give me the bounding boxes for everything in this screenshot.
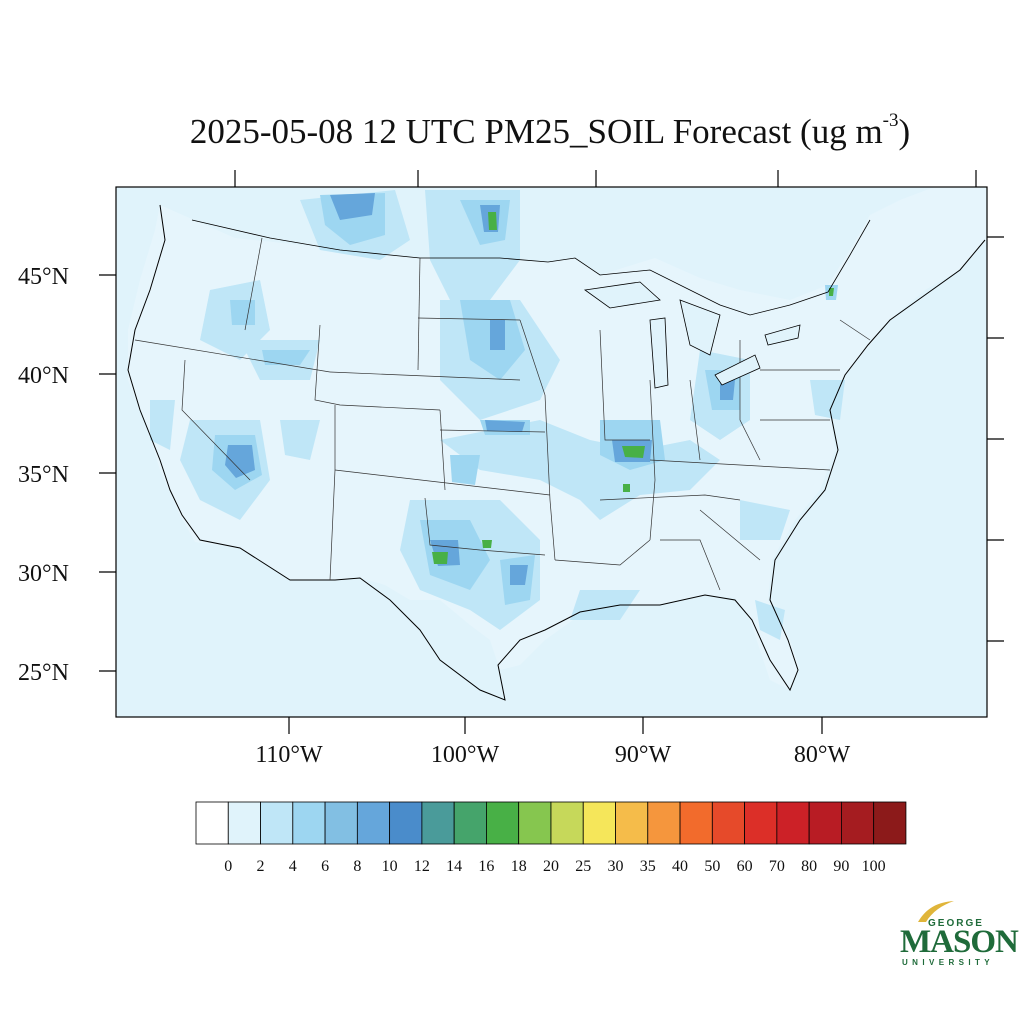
colorbar-swatch xyxy=(227,801,261,845)
colorbar-swatch xyxy=(389,801,423,845)
colorbar-labels: 0 2 4 6 8 10 12 14 16 18 20 25 30 35 40 50 60 70 80 90 100 xyxy=(224,858,885,875)
colorbar-label: 20 xyxy=(543,858,559,875)
colorbar-swatch xyxy=(582,801,616,845)
colorbar-label: 80 xyxy=(801,858,817,875)
colorbar-swatch xyxy=(356,801,391,845)
logo-swoosh-icon xyxy=(918,901,954,922)
colorbar-swatch xyxy=(550,801,584,845)
colorbar-swatch xyxy=(292,801,326,845)
logo-line-university: UNIVERSITY xyxy=(902,958,995,967)
lat-label-35: 35°N xyxy=(18,462,69,488)
colorbar-label: 8 xyxy=(353,858,361,875)
colorbar-swatch xyxy=(679,801,713,845)
level-16-20-patches xyxy=(432,212,834,564)
colorbar-swatch xyxy=(486,801,520,845)
title-exponent: -3 xyxy=(882,110,899,132)
colorbar-swatch xyxy=(873,801,907,845)
colorbar-swatch xyxy=(615,801,649,845)
colorbar-swatch xyxy=(195,801,229,845)
colorbar-label: 100 xyxy=(862,858,886,875)
great-lakes xyxy=(583,281,801,389)
colorbar-label: 6 xyxy=(321,858,329,875)
lat-label-40: 40°N xyxy=(18,363,69,389)
colorbar-label: 10 xyxy=(382,858,398,875)
lon-label-100w: 100°W xyxy=(431,742,500,768)
colorbar-label: 70 xyxy=(769,858,785,875)
colorbar-label: 2 xyxy=(257,858,265,875)
lon-label-110w: 110°W xyxy=(255,742,323,768)
chart-title: 2025-05-08 12 UTC PM25_SOIL Forecast (ug… xyxy=(120,110,980,152)
colorbar-label: 30 xyxy=(608,858,624,875)
colorbar-swatch xyxy=(776,801,810,845)
colorbar xyxy=(195,801,907,845)
logo-line-mason: MASON xyxy=(900,924,1019,960)
lon-label-80w: 80°W xyxy=(794,742,851,768)
logo-line-george: GEORGE xyxy=(928,918,984,929)
title-text: 2025-05-08 12 UTC PM25_SOIL Forecast (ug… xyxy=(189,112,883,151)
lat-label-30: 30°N xyxy=(18,561,69,587)
lat-label-45: 45°N xyxy=(18,264,69,290)
gmu-logo: GEORGE MASON UNIVERSITY xyxy=(896,896,1019,976)
state-boundaries xyxy=(134,237,871,591)
colorbar-label: 40 xyxy=(672,858,688,875)
lon-label-90w: 90°W xyxy=(615,742,672,768)
colorbar-label: 50 xyxy=(704,858,720,875)
colorbar-label: 4 xyxy=(289,858,297,875)
title-close: ) xyxy=(898,112,911,151)
colorbar-swatch xyxy=(421,801,455,845)
colorbar-label: 16 xyxy=(478,858,494,875)
colorbar-label: 14 xyxy=(446,858,462,875)
map-ticks xyxy=(99,170,1004,734)
colorbar-label: 60 xyxy=(737,858,753,875)
colorbar-label: 12 xyxy=(414,858,430,875)
colorbar-swatch xyxy=(711,801,745,845)
colorbar-swatch xyxy=(260,801,294,845)
lat-label-25: 25°N xyxy=(18,660,69,686)
coastline xyxy=(127,204,986,701)
colorbar-swatch xyxy=(518,801,552,845)
colorbar-label: 0 xyxy=(224,858,232,875)
concentration-field xyxy=(127,187,987,701)
colorbar-swatch xyxy=(453,801,487,845)
colorbar-swatch xyxy=(324,801,358,845)
colorbar-label: 18 xyxy=(511,858,527,875)
colorbar-swatch xyxy=(744,801,778,845)
colorbar-swatch xyxy=(841,801,875,845)
canada-border xyxy=(191,219,871,316)
colorbar-label: 35 xyxy=(640,858,656,875)
colorbar-label: 90 xyxy=(833,858,849,875)
colorbar-swatch xyxy=(808,801,842,845)
colorbar-swatch xyxy=(647,801,681,845)
colorbar-label: 25 xyxy=(575,858,591,875)
map-frame xyxy=(115,186,988,718)
